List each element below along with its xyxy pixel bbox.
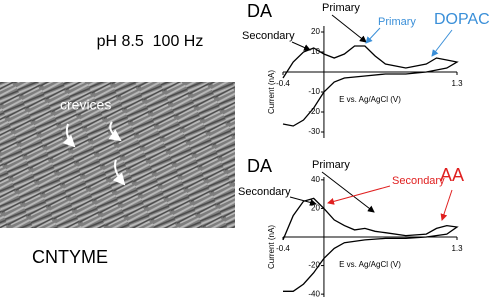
x-tick-label: 1.3 — [451, 79, 463, 88]
annotation: DA — [247, 156, 272, 176]
y-tick-label: 10 — [311, 47, 320, 56]
annotation: AA — [440, 165, 464, 185]
conditions: pH 8.5 100 Hz — [97, 33, 204, 50]
image-caption: CNTYME — [32, 247, 108, 267]
y-axis-title: Current (nA) — [267, 225, 276, 269]
annotation: DOPAC — [434, 11, 490, 28]
x-tick-label: -0.4 — [276, 244, 290, 253]
y-tick-label: 20 — [311, 204, 320, 213]
cv-curve — [282, 45, 459, 127]
y-tick-label: -10 — [308, 87, 320, 96]
x-tick-label: -0.4 — [276, 79, 290, 88]
y-tick-label: -20 — [308, 107, 320, 116]
y-tick-label: 20 — [311, 27, 320, 36]
x-axis-title: E vs. Ag/AgCl (V) — [339, 260, 401, 269]
annotation: Secondary — [392, 175, 445, 187]
y-tick-label: -20 — [308, 261, 320, 270]
annotation: Primary — [322, 2, 360, 14]
annotation-arrows — [291, 14, 453, 57]
annotation: Primary — [312, 159, 350, 171]
y-axis-title: Current (nA) — [267, 70, 276, 114]
annotation: Secondary — [238, 186, 291, 198]
x-axis-title: E vs. Ag/AgCl (V) — [339, 95, 401, 104]
x-tick-label: 1.3 — [451, 244, 463, 253]
sem-image — [0, 82, 235, 228]
cv-curve — [282, 197, 459, 292]
y-tick-label: -40 — [308, 289, 320, 298]
y-tick-label: -30 — [308, 127, 320, 136]
annotation: DA — [247, 1, 272, 21]
y-tick-label: 40 — [311, 175, 320, 184]
image-label: crevices — [60, 97, 111, 113]
annotation: Secondary — [242, 30, 295, 42]
crevice-arrows — [62, 121, 126, 186]
annotation: Primary — [378, 16, 416, 28]
annotation-arrows — [289, 171, 453, 221]
